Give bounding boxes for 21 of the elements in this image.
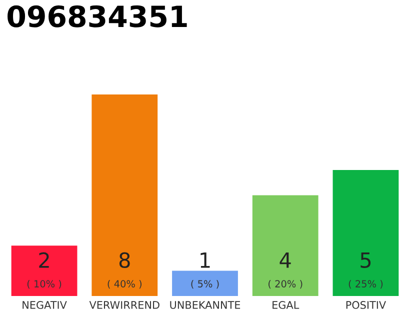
bar (172, 270, 238, 296)
annotation: ( 25% ) (348, 280, 383, 289)
data-label: 4 (280, 252, 291, 268)
x-tick-label: EGAL (272, 301, 300, 309)
data-label: 2 (39, 252, 49, 268)
chart-title: 096834351 (8, 5, 187, 28)
annotation: ( 10% ) (27, 280, 62, 289)
x-tick-label: NEGATIV (22, 301, 67, 309)
x-tick-label: VERWIRREND (89, 301, 160, 309)
annotation: ( 5% ) (191, 280, 219, 289)
x-tick-label: UNBEKANNTE (170, 301, 240, 309)
annotation: ( 40% ) (108, 280, 142, 289)
data-label: 8 (119, 252, 130, 268)
bar (252, 195, 318, 296)
data-label: 1 (200, 252, 210, 268)
bar (92, 94, 158, 296)
bar (332, 170, 399, 296)
bar (11, 246, 78, 296)
x-tick-label: POSITIV (346, 301, 386, 309)
data-label: 5 (360, 252, 371, 268)
annotation: ( 20% ) (268, 280, 302, 289)
